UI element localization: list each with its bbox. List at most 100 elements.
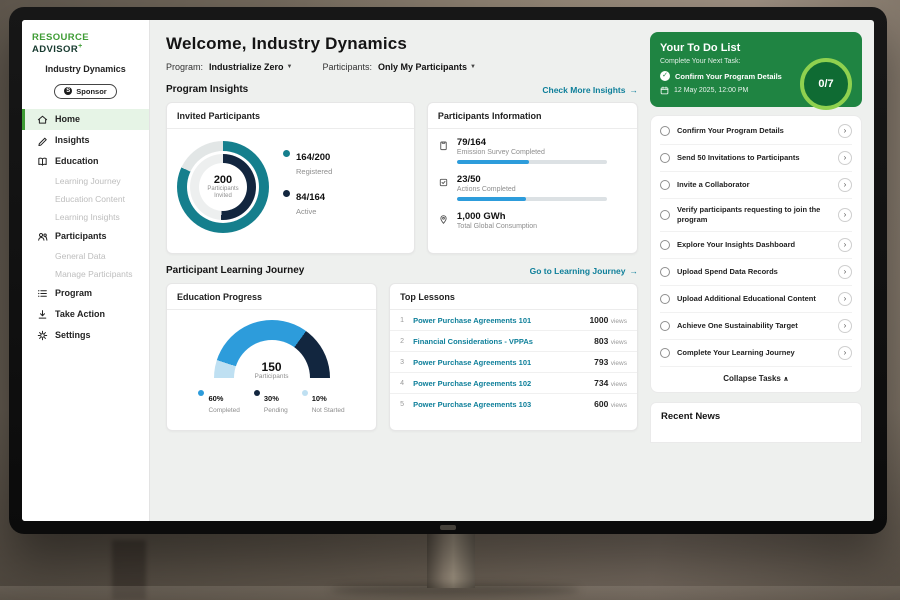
sidebar-item-general-data[interactable]: General Data	[22, 247, 149, 265]
task-checkbox[interactable]	[660, 266, 670, 277]
clipboard-icon	[438, 138, 449, 151]
lesson-row: 5 Power Purchase Agreements 103 600 view…	[390, 394, 637, 414]
app-logo: RESOURCE ADVISOR+	[22, 30, 149, 61]
chevron-right-icon[interactable]: ›	[838, 291, 852, 306]
consumption-label: Total Global Consumption	[456, 223, 538, 230]
sidebar-item-label: Program	[55, 288, 93, 299]
task-row-confirm-program[interactable]: Confirm Your Program Details ›	[660, 118, 852, 144]
task-checkbox[interactable]	[660, 239, 670, 250]
task-row-verify-participants[interactable]: Verify participants requesting to join t…	[660, 198, 852, 231]
lesson-rank: 3	[400, 358, 404, 366]
recent-news-card: Recent News	[650, 401, 862, 443]
chevron-right-icon[interactable]: ›	[838, 151, 852, 165]
task-label: Invite a Collaborator	[677, 180, 750, 190]
monitor-stand-shadow	[330, 584, 580, 596]
check-icon: ✓	[660, 71, 670, 81]
collapse-tasks-link[interactable]: Collapse Tasks ∧	[660, 365, 852, 390]
download-icon	[37, 309, 48, 320]
task-row-achieve-target[interactable]: Achieve One Sustainability Target ›	[660, 311, 852, 339]
sidebar-item-manage-participants[interactable]: Manage Participants	[22, 265, 149, 283]
chevron-right-icon[interactable]: ›	[838, 124, 852, 138]
chevron-right-icon[interactable]: ›	[838, 264, 852, 279]
task-row-complete-learning-journey[interactable]: Complete Your Learning Journey ›	[660, 338, 852, 366]
task-checkbox[interactable]	[660, 180, 670, 190]
info-row-survey: 79/164 Emission Survey Completed	[428, 129, 637, 166]
task-checkbox[interactable]	[660, 126, 670, 136]
section-title: Program Insights	[166, 84, 249, 95]
legend-registered: 164/200 Registered	[283, 147, 332, 176]
completed-value: 60%	[208, 394, 224, 403]
due-date-label: 12 May 2025, 12:00 PM	[674, 87, 749, 94]
invited-participants-card: Invited Participants 200 Participants In…	[166, 102, 415, 254]
task-row-upload-educational-content[interactable]: Upload Additional Educational Content ›	[660, 284, 852, 312]
chevron-up-icon: ∧	[783, 375, 789, 383]
top-lessons-card: Top Lessons 1 Power Purchase Agreements …	[389, 283, 638, 431]
lesson-link[interactable]: Power Purchase Agreements 103	[413, 399, 532, 409]
sidebar-item-learning-insights[interactable]: Learning Insights	[22, 208, 149, 226]
sidebar-item-learning-journey[interactable]: Learning Journey	[22, 172, 149, 190]
pending-value: 30%	[263, 394, 279, 403]
task-row-upload-spend-data[interactable]: Upload Spend Data Records ›	[660, 257, 852, 285]
card-title: Education Progress	[167, 284, 377, 310]
task-checkbox[interactable]	[660, 209, 670, 220]
collapse-label: Collapse Tasks	[723, 373, 781, 383]
program-insights-header: Program Insights Check More Insights →	[166, 84, 638, 95]
not-started-label: Not Started	[311, 407, 345, 414]
task-checkbox[interactable]	[660, 320, 670, 331]
sidebar-item-label: Settings	[55, 330, 91, 341]
chevron-right-icon[interactable]: ›	[838, 207, 852, 222]
check-more-insights-link[interactable]: Check More Insights →	[542, 85, 638, 95]
registered-label: Registered	[296, 167, 333, 176]
sidebar-item-take-action[interactable]: Take Action	[22, 304, 149, 325]
chevron-right-icon[interactable]: ›	[838, 178, 852, 192]
lesson-row: 3 Power Purchase Agreements 101 793 view…	[390, 352, 637, 373]
invited-legend: 164/200 Registered 84/164 Active	[283, 147, 332, 227]
consumption-value: 1,000 GWh	[456, 211, 506, 222]
recent-news-title: Recent News	[661, 410, 721, 422]
survey-value: 79/164	[456, 137, 486, 148]
lesson-link[interactable]: Financial Considerations - VPPAs	[413, 336, 533, 346]
logo-advisor: ADVISOR	[32, 44, 79, 56]
sidebar-nav: Home Insights Education Learning Journey…	[22, 108, 149, 346]
chevron-right-icon[interactable]: ›	[838, 237, 852, 252]
sidebar-item-education-content[interactable]: Education Content	[22, 190, 149, 208]
invited-center-label: Participants Invited	[207, 185, 239, 199]
sidebar-item-settings[interactable]: Settings	[22, 325, 149, 346]
todo-title: Your To Do List	[660, 42, 741, 54]
lesson-link[interactable]: Power Purchase Agreements 102	[413, 378, 532, 388]
sidebar-item-home[interactable]: Home	[22, 108, 149, 130]
org-name: Industry Dynamics	[45, 64, 126, 75]
monitor-bezel: RESOURCE ADVISOR+ Industry Dynamics S Sp…	[9, 7, 887, 534]
program-select[interactable]: Industrialize Zero ▼	[209, 62, 292, 72]
sidebar-item-insights[interactable]: Insights	[22, 130, 149, 151]
sidebar-item-participants[interactable]: Participants	[22, 226, 149, 247]
task-checkbox[interactable]	[660, 347, 670, 358]
chevron-right-icon[interactable]: ›	[838, 345, 852, 360]
task-checkbox[interactable]	[660, 293, 670, 304]
task-checkbox[interactable]	[660, 153, 670, 163]
invited-center-value: 200	[213, 173, 233, 186]
todo-progress-ring: 0/7	[800, 58, 852, 110]
sidebar-item-label: Participants	[55, 231, 107, 242]
education-legend: 60% Completed 30% Pending	[167, 388, 376, 414]
go-to-learning-journey-link[interactable]: Go to Learning Journey →	[530, 266, 638, 276]
lesson-link[interactable]: Power Purchase Agreements 101	[413, 315, 532, 325]
task-row-send-invitations[interactable]: Send 50 Invitations to Participants ›	[660, 144, 852, 171]
org-block: Industry Dynamics S Sponsor	[22, 61, 149, 109]
lesson-link[interactable]: Power Purchase Agreements 101	[413, 357, 532, 367]
due-date-line: 12 May 2025, 12:00 PM	[660, 86, 800, 95]
chevron-right-icon[interactable]: ›	[838, 318, 852, 333]
sidebar-item-label: Insights	[55, 135, 90, 146]
sponsor-icon: S	[64, 87, 73, 96]
sidebar-subitem-label: Education Content	[55, 193, 125, 204]
task-row-invite-collaborator[interactable]: Invite a Collaborator ›	[660, 171, 852, 198]
participants-select[interactable]: Only My Participants ▼	[378, 62, 476, 72]
not-started-value: 10%	[311, 394, 327, 403]
task-row-explore-insights[interactable]: Explore Your Insights Dashboard ›	[660, 230, 852, 258]
lesson-views-value: 734	[594, 378, 609, 388]
actions-label: Actions Completed	[456, 186, 516, 193]
sidebar-item-education[interactable]: Education	[22, 151, 149, 172]
sidebar-item-program[interactable]: Program	[22, 283, 149, 304]
task-label: Confirm Your Program Details	[677, 126, 784, 136]
not-started-dot-icon	[301, 390, 308, 396]
